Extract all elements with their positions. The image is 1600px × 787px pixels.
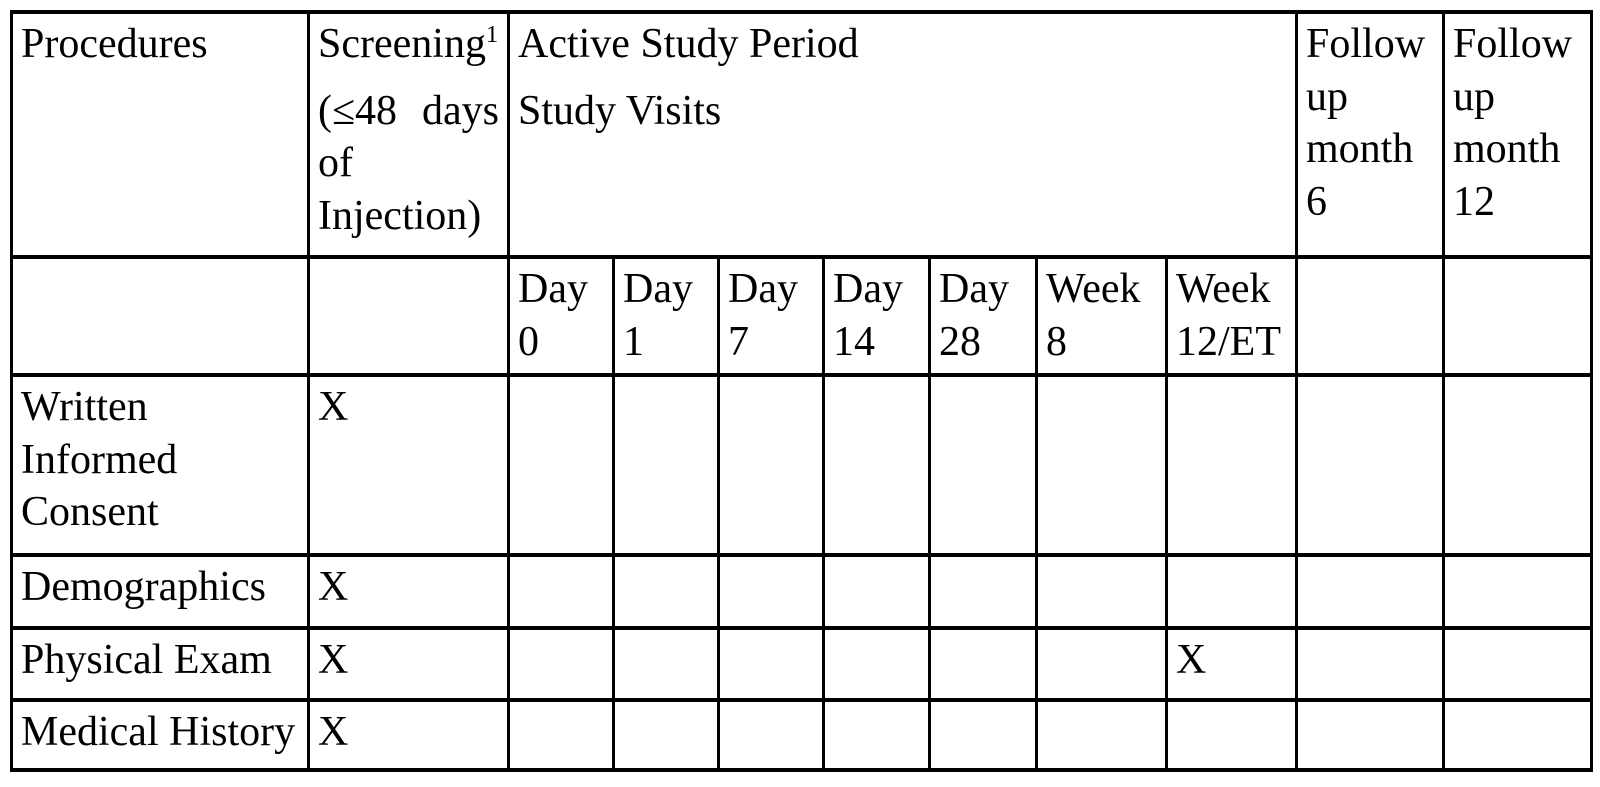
mark-cell-day1 — [612, 553, 720, 630]
mark-cell-day14 — [822, 626, 931, 702]
visit-column-header-week8: Week 8 — [1035, 255, 1168, 377]
mark-cell-week8 — [1035, 698, 1168, 772]
mark-cell-day28 — [928, 698, 1038, 772]
mark-cell-day0 — [507, 626, 615, 702]
mark-cell-day28 — [928, 553, 1038, 630]
procedure-row-physical-exam: Physical Exam X X — [10, 626, 1594, 702]
mark-cell-day7 — [717, 626, 825, 702]
mark-cell-screening: X — [307, 553, 510, 630]
screening-window-note: (≤48 days of Injection) — [318, 87, 499, 239]
mark-cell-day1 — [612, 373, 720, 557]
procedure-row-medical-history: Medical History X — [10, 698, 1594, 772]
screening-column-header: Screening1 (≤48 days of Injection) — [307, 10, 510, 259]
visit-column-header-day14: Day 14 — [822, 255, 931, 377]
mark-cell-followup12 — [1442, 698, 1594, 772]
active-study-period-title: Active Study Period — [518, 21, 859, 67]
active-study-period-header: Active Study Period Study Visits — [506, 10, 1299, 259]
mark-cell-day28 — [928, 626, 1038, 702]
header-row-1: Procedures Screening1 (≤48 days of Injec… — [10, 10, 1594, 259]
mark-cell-day0 — [507, 698, 615, 772]
mark-cell-day1 — [612, 698, 720, 772]
mark-cell-day1 — [612, 626, 720, 702]
procedures-header-label: Procedures — [21, 21, 208, 67]
procedure-row-written-informed-consent: Written Informed Consent X — [10, 373, 1594, 557]
header-row-2: Day 0 Day 1 Day 7 Day 14 Day 28 Week 8 W… — [10, 255, 1594, 377]
mark-cell-screening: X — [307, 626, 510, 702]
mark-cell-followup12 — [1442, 626, 1594, 702]
procedure-name-cell: Written Informed Consent — [10, 373, 310, 557]
mark-cell-week12-et — [1164, 373, 1299, 557]
mark-cell-followup6 — [1295, 626, 1446, 702]
visit-column-header-day1: Day 1 — [612, 255, 720, 377]
empty-cell-under-screening — [307, 255, 510, 377]
empty-cell-under-followup12 — [1442, 255, 1594, 377]
visit-column-header-day28: Day 28 — [928, 255, 1038, 377]
mark-cell-screening: X — [307, 373, 510, 557]
mark-cell-week12-et: X — [1164, 626, 1299, 702]
mark-cell-week12-et — [1164, 553, 1299, 630]
mark-cell-day14 — [822, 698, 931, 772]
mark-cell-day28 — [928, 373, 1038, 557]
screening-header-title: Screening1 — [318, 18, 499, 71]
mark-cell-day7 — [717, 553, 825, 630]
visit-column-header-day7: Day 7 — [717, 255, 825, 377]
empty-cell-under-procedures — [10, 255, 310, 377]
procedure-row-demographics: Demographics X — [10, 553, 1594, 630]
mark-cell-day7 — [717, 373, 825, 557]
mark-cell-followup6 — [1295, 553, 1446, 630]
mark-cell-day14 — [822, 373, 931, 557]
followup-month6-column-header: Follow up month 6 — [1295, 10, 1446, 259]
mark-cell-day14 — [822, 553, 931, 630]
mark-cell-day0 — [507, 373, 615, 557]
empty-cell-under-followup6 — [1295, 255, 1446, 377]
mark-cell-followup6 — [1295, 698, 1446, 772]
mark-cell-screening: X — [307, 698, 510, 772]
mark-cell-followup12 — [1442, 553, 1594, 630]
procedure-name-cell: Medical History — [10, 698, 310, 772]
mark-cell-week8 — [1035, 373, 1168, 557]
mark-cell-day0 — [507, 553, 615, 630]
study-visits-subtitle: Study Visits — [518, 87, 722, 134]
screening-footnote-superscript: 1 — [485, 21, 499, 48]
followup-month12-column-header: Follow up month 12 — [1442, 10, 1594, 259]
procedure-name-cell: Physical Exam — [10, 626, 310, 702]
mark-cell-followup6 — [1295, 373, 1446, 557]
mark-cell-week8 — [1035, 553, 1168, 630]
visit-column-header-day0: Day 0 — [507, 255, 615, 377]
procedures-column-header: Procedures — [10, 10, 310, 259]
visit-column-header-week12-et: Week 12/ET — [1164, 255, 1299, 377]
followup-month12-label: Follow up month 12 — [1453, 21, 1573, 225]
screening-title-text: Screening — [318, 21, 486, 67]
mark-cell-week12-et — [1164, 698, 1299, 772]
mark-cell-week8 — [1035, 626, 1168, 702]
study-schedule-table: Procedures Screening1 (≤48 days of Injec… — [10, 10, 1594, 772]
mark-cell-followup12 — [1442, 373, 1594, 557]
procedure-name-cell: Demographics — [10, 553, 310, 630]
followup-month6-label: Follow up month 6 — [1306, 21, 1426, 225]
mark-cell-day7 — [717, 698, 825, 772]
